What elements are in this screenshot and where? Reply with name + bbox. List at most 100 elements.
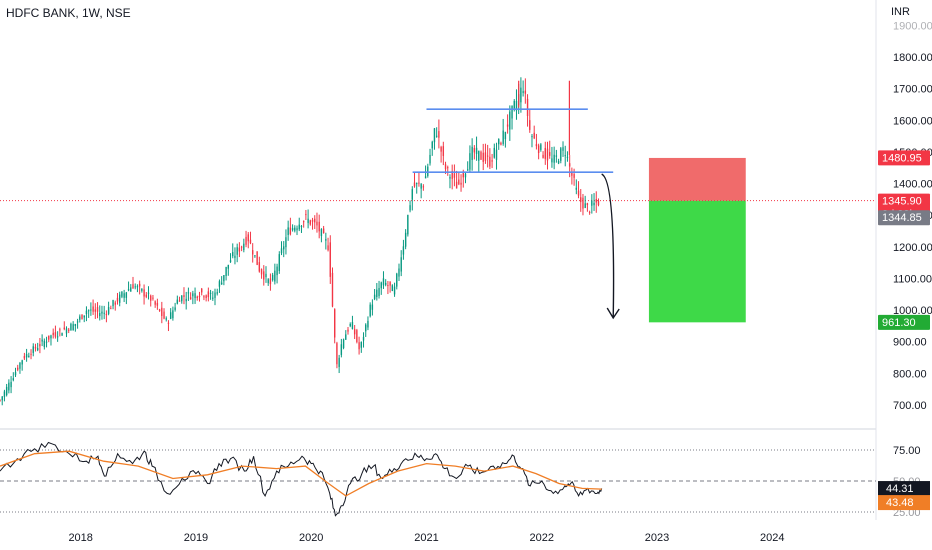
candle-body xyxy=(420,184,422,189)
candle-body xyxy=(371,304,374,310)
candle-body xyxy=(531,136,533,138)
candle-body xyxy=(176,299,179,304)
price-badge xyxy=(878,150,930,166)
candle-body xyxy=(427,166,429,176)
candle-body xyxy=(172,310,174,319)
candle-body xyxy=(504,131,507,140)
candle-body xyxy=(389,281,391,286)
candle-body xyxy=(36,348,39,351)
candle-body xyxy=(76,321,79,323)
candle-body xyxy=(393,286,396,295)
candle-body xyxy=(549,152,551,156)
stop-loss-zone xyxy=(648,157,746,201)
candle-body xyxy=(229,260,232,263)
candle-body xyxy=(537,145,540,154)
candle-body xyxy=(424,176,427,179)
candle-body xyxy=(588,211,591,213)
candle-body xyxy=(453,173,456,178)
candle-body xyxy=(167,322,170,324)
candle-body xyxy=(524,90,527,94)
candle-body xyxy=(130,287,132,292)
candle-body xyxy=(260,269,263,275)
price-tick-label: 700.00 xyxy=(893,400,927,412)
candle-body xyxy=(409,205,411,211)
candle-body xyxy=(28,355,30,358)
candle-body xyxy=(555,155,558,157)
candle-body xyxy=(564,155,566,157)
candle-body xyxy=(502,130,504,144)
candle-body xyxy=(265,273,267,278)
price-tick-label: 800.00 xyxy=(893,368,927,380)
time-tick-label: 2023 xyxy=(645,532,669,544)
candle-body xyxy=(285,237,287,248)
candle-body xyxy=(185,298,187,302)
candle-body xyxy=(278,254,280,271)
candle-body xyxy=(205,295,207,298)
candle-body xyxy=(544,147,546,159)
candle-body xyxy=(17,367,19,370)
candle-body xyxy=(546,148,549,161)
candle-body xyxy=(25,354,28,358)
candle-body xyxy=(196,296,198,298)
candle-body xyxy=(391,285,394,292)
oscillator-badge xyxy=(878,495,930,511)
candle-body xyxy=(289,227,292,235)
candle-body xyxy=(500,142,502,145)
candle-body xyxy=(515,100,518,111)
candle-body xyxy=(449,177,451,179)
candle-body xyxy=(114,302,116,305)
candle-body xyxy=(484,152,487,161)
candle-body xyxy=(557,160,560,164)
candle-body xyxy=(74,323,77,326)
candle-body xyxy=(396,273,398,287)
candle-body xyxy=(243,243,245,250)
candle-body xyxy=(54,332,57,337)
candle-body xyxy=(19,362,21,369)
candle-body xyxy=(201,288,203,293)
candle-body xyxy=(85,310,88,314)
candle-body xyxy=(593,202,595,206)
time-tick-label: 2021 xyxy=(414,532,438,544)
target-zone xyxy=(648,200,746,323)
candle-body xyxy=(480,151,482,160)
candle-body xyxy=(422,186,425,188)
candle-body xyxy=(322,228,325,234)
candle-body xyxy=(351,322,354,330)
candle-body xyxy=(112,300,114,307)
candle-body xyxy=(34,346,37,349)
candle-body xyxy=(300,225,303,228)
candle-body xyxy=(575,187,578,190)
candle-body xyxy=(43,340,46,347)
candle-body xyxy=(458,179,460,185)
candle-body xyxy=(45,341,48,343)
oscillator-badge-text: 44.31 xyxy=(886,483,914,495)
price-axis: 700.00 800.00 900.00 1000.00 1100.00 1200.00 1… xyxy=(893,20,932,412)
candle-body xyxy=(203,296,205,298)
candle-body xyxy=(245,236,247,245)
candle-body xyxy=(413,182,416,187)
projection-arrow xyxy=(601,173,615,319)
candle-body xyxy=(99,313,101,317)
candle-body xyxy=(267,279,269,284)
candle-body xyxy=(398,268,400,277)
candle-body xyxy=(134,286,136,288)
candle-body xyxy=(353,329,356,335)
candle-body xyxy=(125,292,128,298)
candle-body xyxy=(356,330,358,343)
candle-body xyxy=(347,329,349,332)
price-tick-label: 1800.00 xyxy=(893,52,932,64)
candle-body xyxy=(318,221,320,232)
candle-body xyxy=(121,291,123,297)
candle-body xyxy=(81,314,83,320)
candle-body xyxy=(254,255,256,257)
candle-body xyxy=(378,287,380,297)
candle-body xyxy=(382,278,385,286)
candle-body xyxy=(30,353,32,355)
candle-body xyxy=(152,297,154,299)
candle-body xyxy=(349,323,351,327)
candle-body xyxy=(580,197,582,203)
price-tick-label: 900.00 xyxy=(893,337,927,349)
candle-body xyxy=(511,105,513,119)
